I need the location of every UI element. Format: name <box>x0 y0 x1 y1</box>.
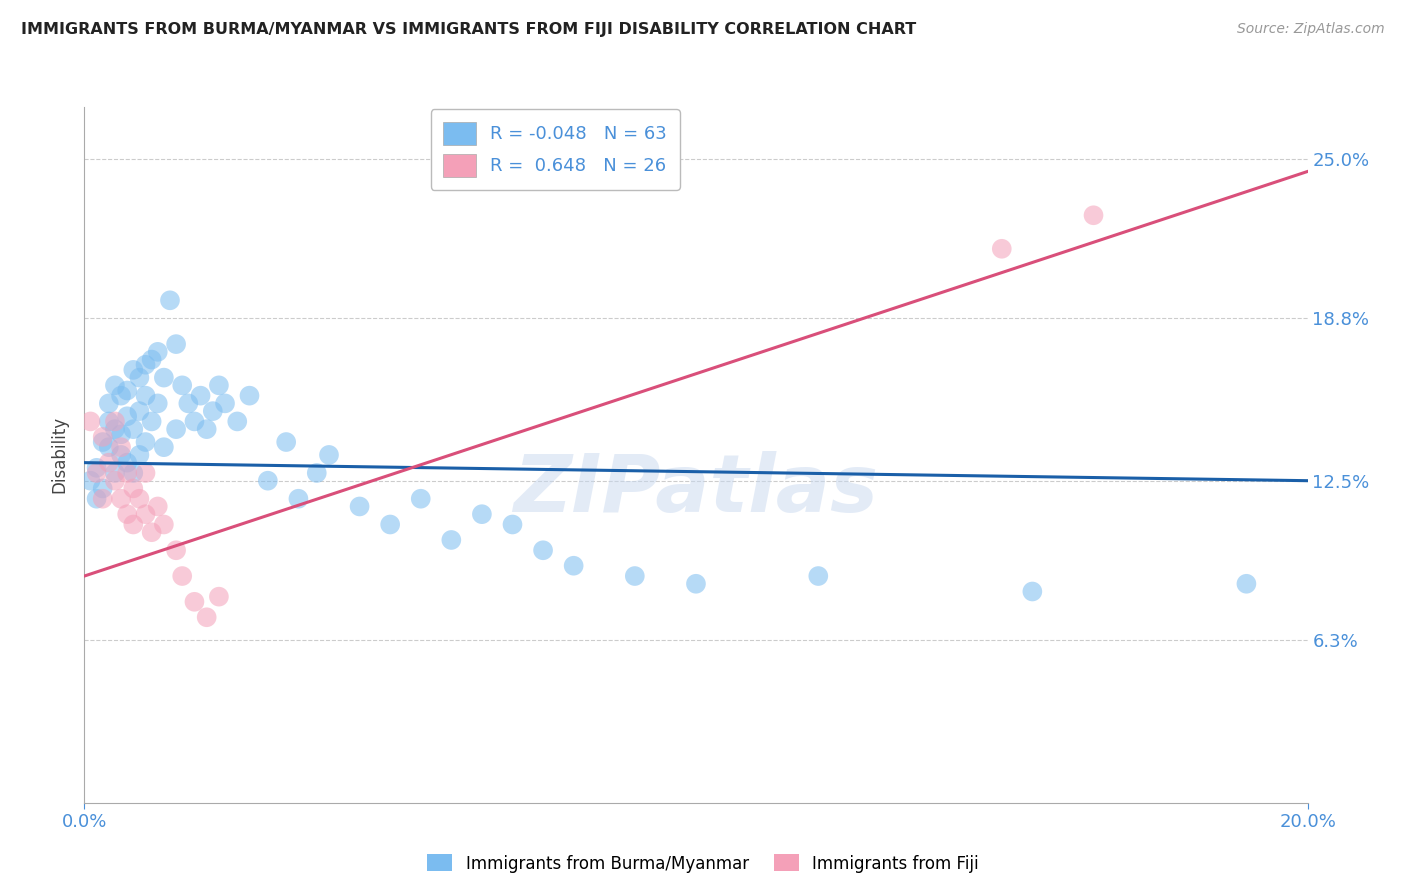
Text: Source: ZipAtlas.com: Source: ZipAtlas.com <box>1237 22 1385 37</box>
Point <box>624 569 647 583</box>
Point <box>141 525 163 540</box>
Point <box>86 466 108 480</box>
Point <box>172 378 194 392</box>
Point <box>208 378 231 392</box>
Point <box>91 435 114 450</box>
Point <box>183 595 205 609</box>
Point <box>135 389 157 403</box>
Point <box>128 491 150 506</box>
Point <box>97 456 120 470</box>
Point <box>122 466 145 480</box>
Point <box>115 384 138 398</box>
Point <box>115 507 138 521</box>
Point <box>172 569 194 583</box>
Point <box>531 543 554 558</box>
Point <box>153 517 176 532</box>
Point <box>471 507 494 521</box>
Point <box>141 352 163 367</box>
Point <box>86 491 108 506</box>
Point <box>110 389 132 403</box>
Point <box>110 448 132 462</box>
Point <box>104 474 127 488</box>
Point <box>79 474 101 488</box>
Point <box>91 491 114 506</box>
Point <box>502 517 524 532</box>
Point <box>104 422 127 436</box>
Legend: R = -0.048   N = 63, R =  0.648   N = 26: R = -0.048 N = 63, R = 0.648 N = 26 <box>430 109 679 190</box>
Point <box>97 396 120 410</box>
Point <box>305 466 328 480</box>
Legend: Immigrants from Burma/Myanmar, Immigrants from Fiji: Immigrants from Burma/Myanmar, Immigrant… <box>420 847 986 880</box>
Point <box>97 414 120 428</box>
Point <box>153 370 176 384</box>
Point <box>807 569 830 583</box>
Point <box>195 610 218 624</box>
Point <box>1021 584 1043 599</box>
Point <box>287 491 309 506</box>
Point <box>141 414 163 428</box>
Point <box>91 482 114 496</box>
Point <box>208 590 231 604</box>
Point <box>440 533 463 547</box>
Point <box>1236 576 1258 591</box>
Point <box>104 466 127 480</box>
Point <box>86 460 108 475</box>
Point <box>201 404 224 418</box>
Point <box>276 435 298 450</box>
Point <box>122 422 145 436</box>
Point <box>238 389 260 403</box>
Point <box>97 440 120 454</box>
Point <box>195 422 218 436</box>
Point <box>146 344 169 359</box>
Point <box>135 507 157 521</box>
Point <box>104 378 127 392</box>
Point <box>110 427 132 442</box>
Point <box>146 500 169 514</box>
Point <box>226 414 249 428</box>
Point <box>165 337 187 351</box>
Point <box>122 517 145 532</box>
Text: ZIPatlas: ZIPatlas <box>513 450 879 529</box>
Point <box>115 466 138 480</box>
Point <box>79 414 101 428</box>
Point <box>165 422 187 436</box>
Point <box>91 430 114 444</box>
Point <box>128 448 150 462</box>
Point <box>115 409 138 424</box>
Point <box>318 448 340 462</box>
Point <box>380 517 402 532</box>
Point <box>257 474 280 488</box>
Point <box>122 363 145 377</box>
Text: IMMIGRANTS FROM BURMA/MYANMAR VS IMMIGRANTS FROM FIJI DISABILITY CORRELATION CHA: IMMIGRANTS FROM BURMA/MYANMAR VS IMMIGRA… <box>21 22 917 37</box>
Point <box>991 242 1014 256</box>
Point <box>135 435 157 450</box>
Point <box>128 370 150 384</box>
Point <box>146 396 169 410</box>
Point <box>562 558 585 573</box>
Point <box>165 543 187 558</box>
Point <box>177 396 200 410</box>
Point <box>685 576 707 591</box>
Point <box>409 491 432 506</box>
Point <box>110 491 132 506</box>
Point <box>115 456 138 470</box>
Point <box>349 500 371 514</box>
Point <box>153 440 176 454</box>
Point <box>128 404 150 418</box>
Y-axis label: Disability: Disability <box>51 417 69 493</box>
Point <box>135 466 157 480</box>
Point <box>159 293 181 308</box>
Point <box>122 482 145 496</box>
Point <box>183 414 205 428</box>
Point <box>214 396 236 410</box>
Point <box>190 389 212 403</box>
Point <box>110 440 132 454</box>
Point <box>1083 208 1105 222</box>
Point <box>104 414 127 428</box>
Point <box>135 358 157 372</box>
